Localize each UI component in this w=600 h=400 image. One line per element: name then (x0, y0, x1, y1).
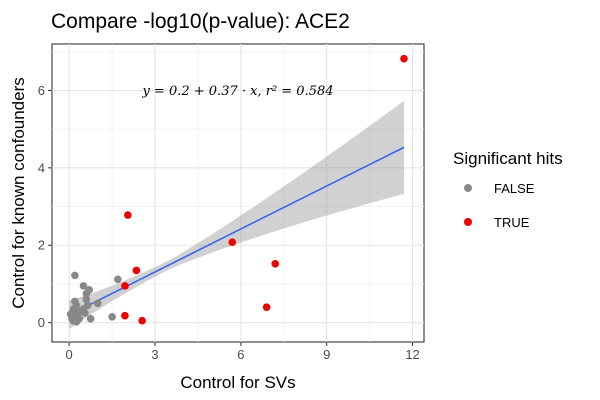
point-true (271, 260, 280, 268)
chart-title: Compare -log10(p-value): ACE2 (51, 10, 350, 33)
legend-label-false: FALSE (494, 181, 535, 196)
point-true (138, 316, 146, 325)
regression-annotation: y = 0.2 + 0.37 · x, r² = 0.584 (141, 84, 333, 99)
y-tick-label: 2 (38, 238, 45, 253)
x-tick-label: 0 (66, 347, 73, 362)
point-false (79, 305, 88, 313)
x-tick-label: 3 (151, 347, 158, 362)
confidence-band (69, 100, 404, 330)
point-false (82, 295, 91, 304)
point-true (228, 238, 237, 246)
point-false (108, 313, 116, 321)
y-tick-label: 6 (38, 83, 45, 98)
x-axis-title: Control for SVs (180, 373, 295, 392)
confidence-band-layer (69, 100, 404, 330)
point-true (262, 303, 271, 311)
y-axis-title: Control for known confounders (9, 77, 28, 309)
point-true (121, 282, 129, 290)
minor-gridlines (52, 44, 424, 342)
point-false (71, 271, 79, 280)
point-false (86, 314, 95, 323)
legend-swatch-true (464, 218, 472, 226)
point-false (72, 318, 81, 326)
x-tick-label: 9 (323, 347, 330, 362)
x-tick-label: 12 (405, 347, 419, 362)
point-false (79, 282, 88, 290)
legend: Significant hits FALSE TRUE (453, 149, 563, 230)
legend-swatch-false (464, 184, 472, 192)
point-false (69, 305, 78, 313)
y-axis: 0 2 4 6 (38, 83, 52, 330)
point-true (121, 311, 129, 320)
point-true (400, 54, 408, 63)
point-true (132, 266, 141, 275)
x-tick-label: 6 (237, 347, 244, 362)
plot-panel (51, 43, 425, 343)
point-true (124, 211, 132, 219)
point-false (93, 299, 102, 308)
point-false (82, 289, 91, 298)
points-layer (66, 54, 408, 326)
y-tick-label: 4 (38, 160, 45, 175)
y-tick-label: 0 (38, 315, 45, 330)
point-false (114, 275, 122, 284)
x-axis: 0 3 6 9 12 (66, 342, 420, 362)
legend-title: Significant hits (453, 149, 563, 168)
legend-label-true: TRUE (494, 215, 530, 230)
